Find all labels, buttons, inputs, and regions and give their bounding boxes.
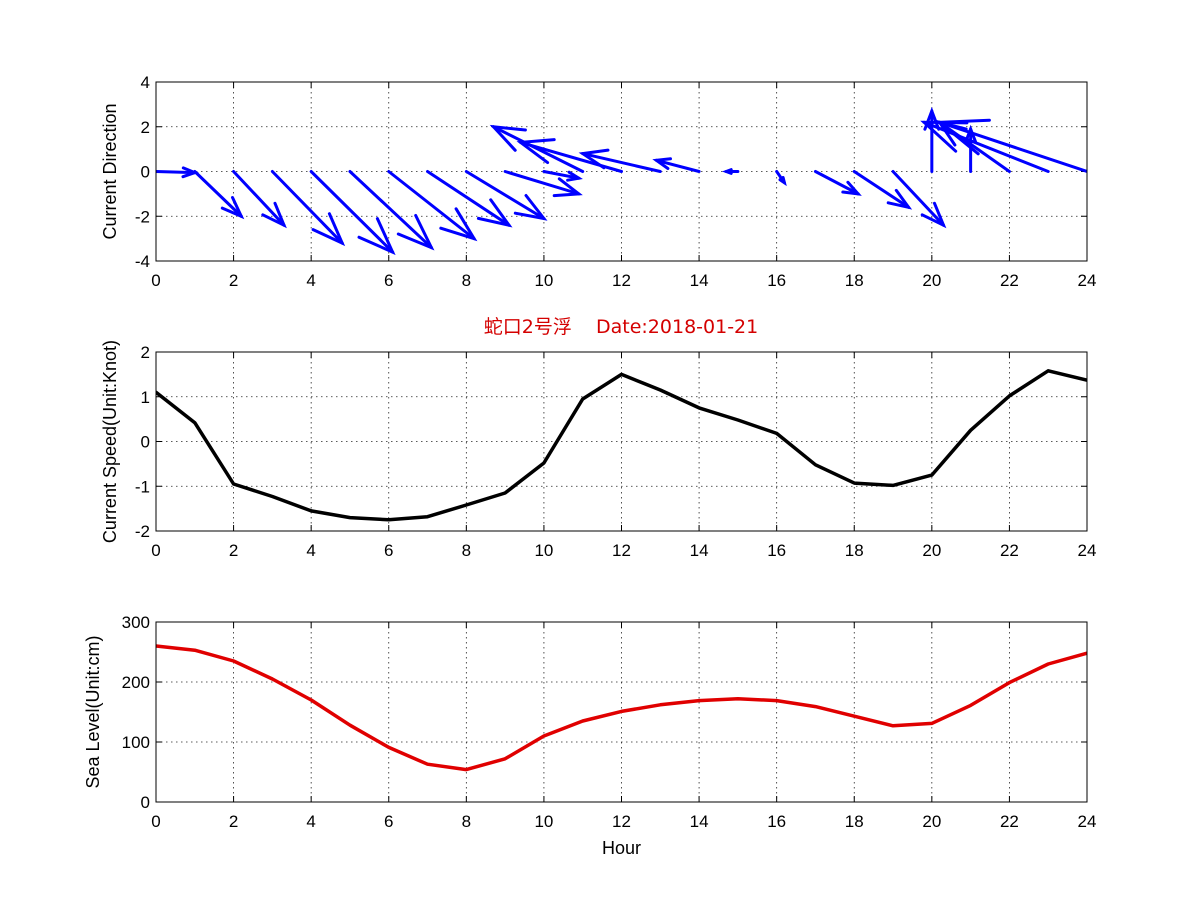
vector-arrow <box>193 170 245 220</box>
y-tick-label: 2 <box>141 343 150 362</box>
x-tick-label: 14 <box>690 812 709 831</box>
y-axis-label: Current Direction <box>100 103 120 239</box>
x-axis-label: Hour <box>602 838 641 858</box>
y-tick-label: 0 <box>141 793 150 812</box>
x-tick-label: 10 <box>534 271 553 290</box>
y-tick-label: 0 <box>141 433 150 452</box>
figure-title: 蛇口2号浮 Date:2018-01-21 <box>484 316 758 338</box>
x-tick-label: 0 <box>151 812 160 831</box>
y-tick-label: -2 <box>135 207 150 226</box>
x-tick-label: 8 <box>462 541 471 560</box>
x-tick-label: 12 <box>612 812 631 831</box>
x-tick-label: 8 <box>462 812 471 831</box>
vector-arrow <box>578 148 662 173</box>
vector-arrow <box>489 124 585 173</box>
x-tick-label: 0 <box>151 271 160 290</box>
y-tick-label: 1 <box>141 388 150 407</box>
x-tick-label: 16 <box>767 271 786 290</box>
axes-frame <box>155 621 1088 803</box>
x-tick-label: 20 <box>922 271 941 290</box>
x-tick-label: 2 <box>229 812 238 831</box>
x-tick-label: 8 <box>462 271 471 290</box>
x-tick-label: 14 <box>690 271 709 290</box>
vector-arrow <box>935 118 1087 173</box>
y-tick-label: 0 <box>141 163 150 182</box>
x-tick-label: 4 <box>306 271 315 290</box>
x-tick-label: 18 <box>845 271 864 290</box>
x-tick-label: 10 <box>534 541 553 560</box>
vector-arrow <box>721 168 740 175</box>
x-tick-label: 16 <box>767 812 786 831</box>
x-tick-label: 2 <box>229 271 238 290</box>
vector-arrow <box>964 124 977 173</box>
vector-arrow <box>270 170 346 247</box>
y-axis-label: Sea Level(Unit:cm) <box>83 635 103 788</box>
x-tick-label: 16 <box>767 541 786 560</box>
y-tick-label: 4 <box>141 73 150 92</box>
vector-arrow <box>652 157 701 173</box>
vector-arrow <box>309 170 396 256</box>
vector-arrow <box>464 170 548 221</box>
x-tick-label: 24 <box>1078 812 1097 831</box>
vector-arrow <box>426 170 513 228</box>
axes-frame <box>155 81 1088 262</box>
x-tick-label: 24 <box>1078 541 1097 560</box>
vector-arrow <box>891 170 947 229</box>
vector-arrow <box>542 170 583 182</box>
y-tick-label: 2 <box>141 118 150 137</box>
x-tick-label: 18 <box>845 812 864 831</box>
x-tick-label: 18 <box>845 541 864 560</box>
x-tick-label: 22 <box>1000 541 1019 560</box>
x-tick-label: 6 <box>384 541 393 560</box>
vector-arrow <box>813 170 862 196</box>
y-tick-label: -1 <box>135 477 150 496</box>
y-tick-label: -2 <box>135 522 150 541</box>
vector-arrow <box>348 170 435 251</box>
y-tick-label: 100 <box>122 733 150 752</box>
data-layer <box>156 106 1087 256</box>
x-tick-label: 12 <box>612 271 631 290</box>
x-tick-label: 20 <box>922 541 941 560</box>
x-tick-label: 24 <box>1078 271 1097 290</box>
x-tick-label: 2 <box>229 541 238 560</box>
y-tick-label: -4 <box>135 252 150 271</box>
data-layer <box>156 369 1087 522</box>
y-axis-label: Current Speed(Unit:Knot) <box>100 340 120 543</box>
vector-arrow <box>775 170 787 187</box>
data-layer <box>156 644 1087 772</box>
x-tick-label: 22 <box>1000 812 1019 831</box>
x-tick-label: 6 <box>384 812 393 831</box>
vector-arrow <box>232 170 287 229</box>
x-tick-label: 14 <box>690 541 709 560</box>
x-tick-label: 10 <box>534 812 553 831</box>
vector-arrow <box>387 170 478 242</box>
x-tick-label: 6 <box>384 271 393 290</box>
vector-arrow <box>503 170 583 198</box>
vector-arrow <box>852 170 913 210</box>
x-tick-label: 4 <box>306 541 315 560</box>
y-tick-label: 300 <box>122 613 150 632</box>
x-tick-label: 12 <box>612 541 631 560</box>
y-tick-label: 200 <box>122 673 150 692</box>
x-tick-label: 4 <box>306 812 315 831</box>
x-tick-label: 20 <box>922 812 941 831</box>
x-tick-label: 22 <box>1000 271 1019 290</box>
axes-frame <box>155 351 1088 532</box>
x-tick-label: 0 <box>151 541 160 560</box>
